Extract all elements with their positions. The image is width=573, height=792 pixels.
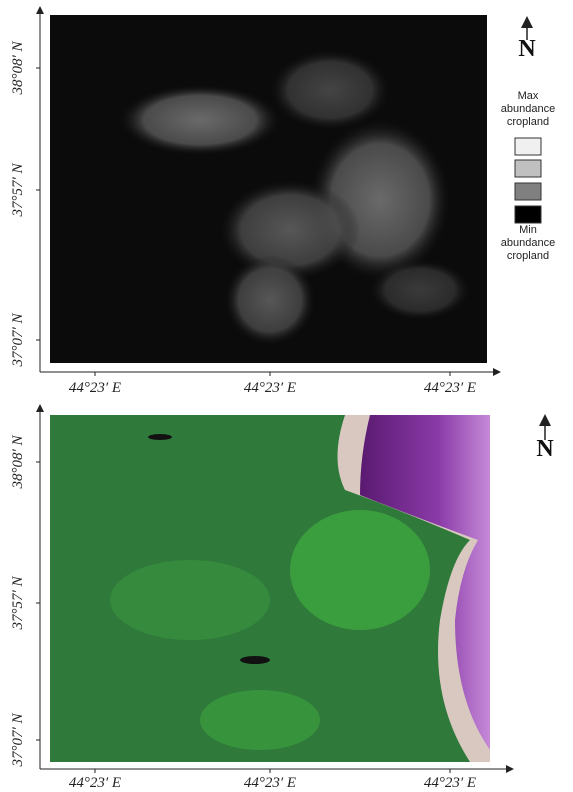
y-axis-label: 37°57′ N xyxy=(10,575,26,630)
page: 38°08′ N 37°57′ N 37°07′ N 44°23′ E 44°2… xyxy=(0,0,573,792)
x-axis-label: 44°23′ E xyxy=(69,775,121,791)
y-axis-label: 38°08′ N xyxy=(10,434,26,489)
north-label: N xyxy=(518,36,536,62)
north-label: N xyxy=(536,436,554,462)
figure: 38°08′ N 37°57′ N 37°07′ N 44°23′ E 44°2… xyxy=(0,0,573,792)
x-axis-label: 44°23′ E xyxy=(424,775,476,791)
legend-swatches xyxy=(515,138,541,223)
satellite-image xyxy=(50,415,490,762)
y-axis-label: 37°07′ N xyxy=(10,312,26,367)
x-axis-label: 44°23′ E xyxy=(69,380,121,396)
y-axis-label: 37°07′ N xyxy=(10,712,26,767)
y-axis-label: 37°57′ N xyxy=(10,162,26,217)
x-axis-label: 44°23′ E xyxy=(424,380,476,396)
cropland-map xyxy=(50,15,487,363)
x-axis-label: 44°23′ E xyxy=(244,380,296,396)
x-axis-label: 44°23′ E xyxy=(244,775,296,791)
legend-max-label: Max abundance cropland xyxy=(491,90,565,129)
y-axis-label: 38°08′ N xyxy=(10,40,26,95)
legend-min-label: Min abundance cropland xyxy=(491,224,565,263)
